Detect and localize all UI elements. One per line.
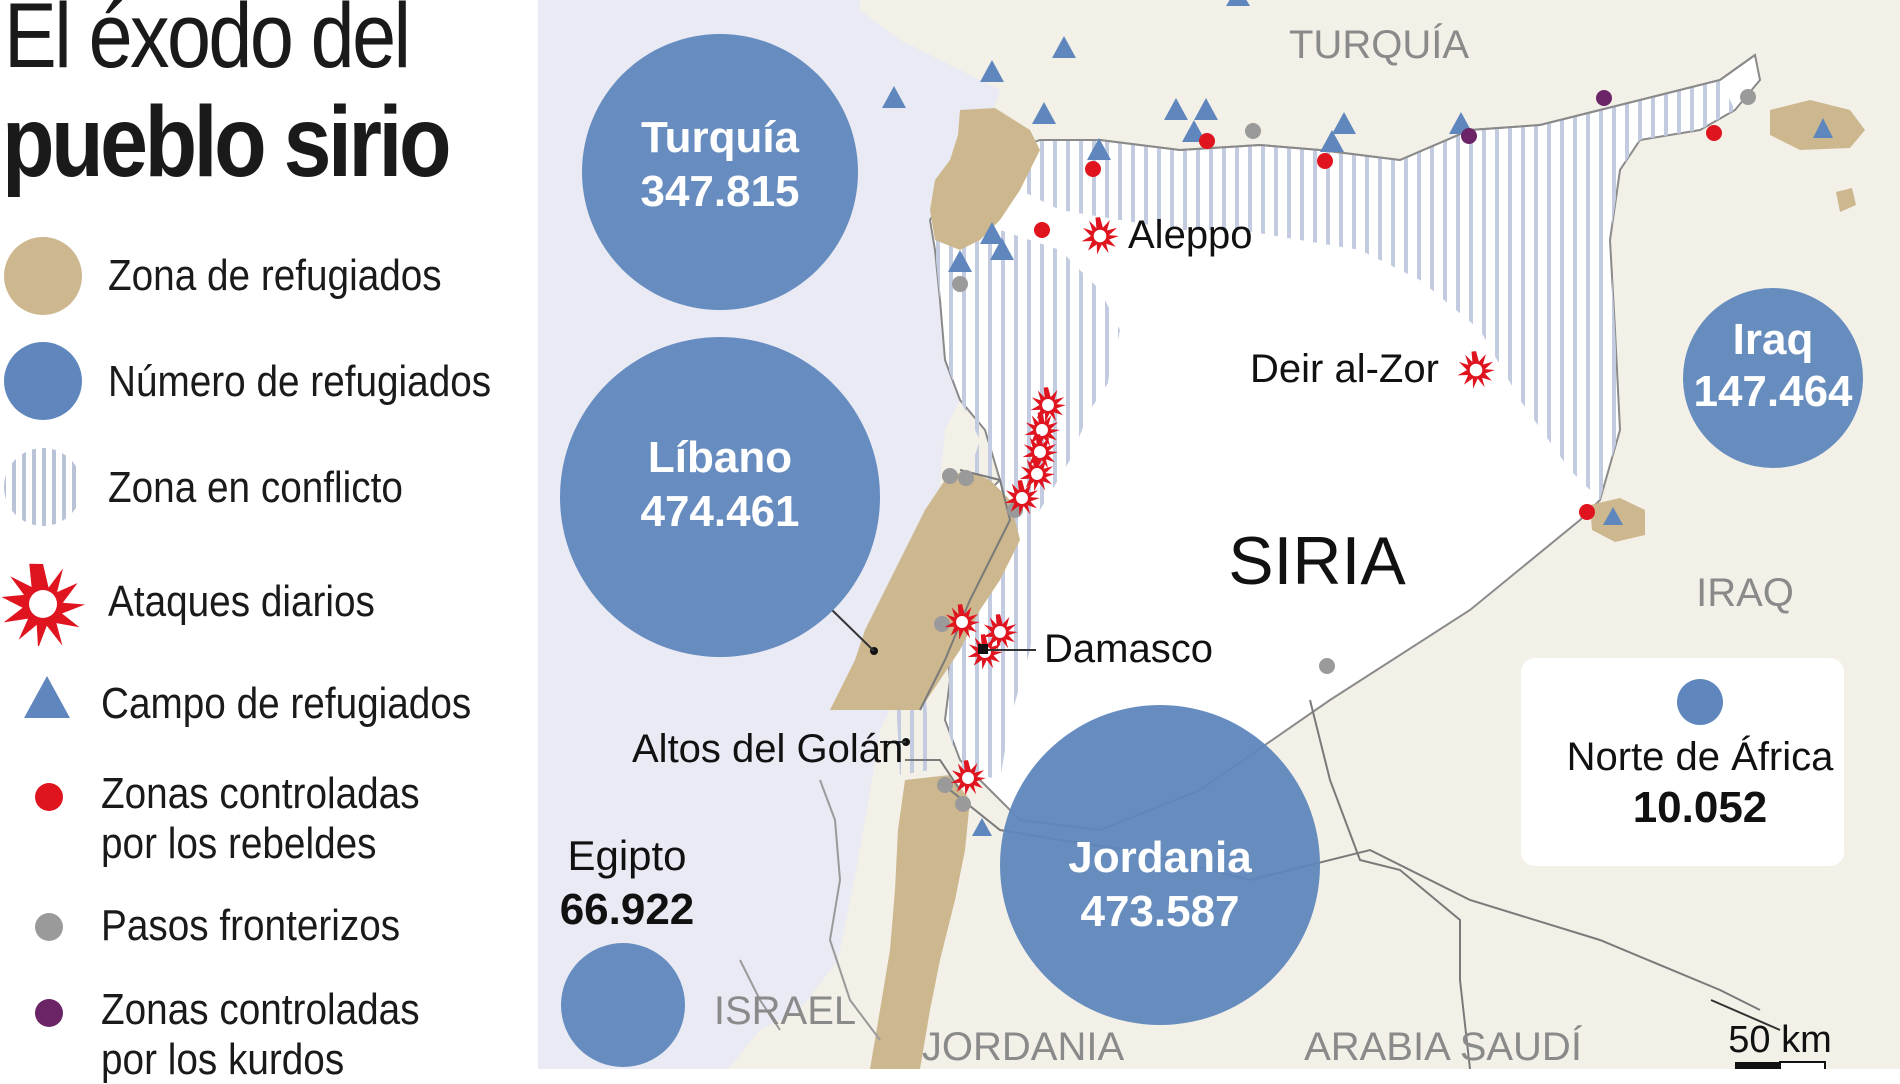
legend-item-refugee-zone: Zona de refugiados (0, 236, 538, 316)
label-arabia-saudi: ARABIA SAUDÍ (1304, 1024, 1583, 1069)
label-damasco: Damasco (1044, 627, 1213, 671)
bubble-turquia-count: 347.815 (640, 167, 799, 216)
legend-label-daily-attacks: Ataques diarios (108, 577, 375, 626)
legend-label-kurd-zones-line2: por los kurdos (101, 1035, 345, 1084)
turkey-syria-border (1040, 54, 1756, 162)
label-siria: SIRIA (1228, 523, 1406, 599)
label-deir-al-zor: Deir al-Zor (1250, 347, 1439, 391)
bubble-jordania-name: Jordania (1068, 833, 1252, 882)
refugee-bubble-swatch-icon (4, 342, 82, 420)
refugee-camp-triangle-icon (24, 676, 70, 718)
conflict-zone-north (1020, 80, 1735, 500)
legend-item-refugee-count: Número de refugiados (0, 340, 538, 424)
bubble-iraq-count: 147.464 (1693, 367, 1853, 416)
bubble-libano-count: 474.461 (640, 487, 799, 536)
legend-item-rebel-zones: Zonas controladas por los rebeldes (0, 770, 538, 870)
page-title-line1: El éxodo del (4, 0, 411, 87)
legend-item-conflict-zone: Zona en conflicto (0, 446, 538, 530)
bubble-libano (560, 337, 880, 657)
refugee-zone-iraq-north (1770, 100, 1865, 150)
bubble-egipto-name: Egipto (567, 832, 686, 879)
scale-label: 50 km (1728, 1019, 1831, 1061)
norte-africa-name: Norte de África (1567, 734, 1835, 779)
bubble-jordania (1000, 705, 1320, 1025)
golan-border (905, 759, 961, 791)
refugee-camps (882, 0, 1833, 836)
refugee-zone-jordan-valley (870, 775, 970, 1069)
legend-label-refugee-camp: Campo de refugiados (101, 679, 472, 728)
saudi-jordan-border (1309, 699, 1471, 1069)
bubble-egipto-count: 66.922 (560, 885, 695, 934)
rebel-zones (1034, 125, 1722, 520)
bubble-libano-name: Líbano (648, 433, 792, 482)
rebel-dot-icon (35, 783, 63, 811)
label-jordania: JORDANIA (922, 1025, 1125, 1069)
conflict-zone-inner-blank (1100, 250, 1560, 620)
legend-item-refugee-camp: Campo de refugiados (0, 670, 538, 740)
bubble-turquia (582, 34, 858, 310)
refugee-zone-swatch-icon (4, 237, 82, 315)
bubble-norte-africa (1677, 679, 1723, 725)
legend-label-rebel-zones-line1: Zonas controladas (101, 769, 420, 818)
legend-panel: El éxodo del pueblo sirio Zona de refugi… (0, 0, 538, 1084)
label-israel: ISRAEL (714, 989, 856, 1033)
norte-africa-count: 10.052 (1633, 783, 1768, 832)
label-aleppo: Aleppo (1128, 213, 1253, 257)
legend-label-conflict-zone: Zona en conflicto (108, 463, 403, 512)
kurd-dot-icon (35, 999, 63, 1027)
legend-item-kurd-zones: Zonas controladas por los kurdos (0, 985, 538, 1084)
label-altos-del-golan: Altos del Golán (632, 727, 903, 771)
israel-border (819, 779, 881, 1041)
legend-label-border-crossings: Pasos fronterizos (101, 901, 401, 950)
damasco-marker (978, 644, 988, 654)
egypt-border (739, 959, 781, 1031)
border-crossings (934, 89, 1756, 812)
conflict-zone-swatch-icon (4, 448, 82, 526)
bubble-egipto (561, 943, 685, 1067)
map-area: TURQUÍA SIRIA IRAQ ISRAEL JORDANIA ARABI… (538, 0, 1900, 1069)
syria-refugee-map: TURQUÍA SIRIA IRAQ ISRAEL JORDANIA ARABI… (538, 0, 1900, 1069)
norte-africa-box (1521, 658, 1844, 866)
bubble-jordania-count: 473.587 (1080, 887, 1239, 936)
legend-label-refugee-zone: Zona de refugiados (108, 251, 442, 300)
lebanon-border (919, 469, 1012, 711)
label-turquia: TURQUÍA (1289, 22, 1469, 67)
legend-label-kurd-zones-line1: Zonas controladas (101, 985, 420, 1034)
attack-burst-icon (1, 563, 85, 646)
label-iraq: IRAQ (1696, 571, 1794, 615)
border-crossing-dot-icon (35, 913, 63, 941)
bubble-iraq-name: Iraq (1733, 315, 1814, 364)
legend-item-daily-attacks: Ataques diarios (0, 560, 538, 646)
legend-item-border-crossings: Pasos fronterizos (0, 900, 538, 960)
scale-bar (1735, 1061, 1826, 1069)
kurd-zones (1461, 90, 1612, 144)
bubble-iraq (1683, 288, 1863, 468)
legend-label-rebel-zones-line2: por los rebeldes (101, 819, 377, 868)
refugee-zone-iraq-islet (1836, 188, 1856, 212)
refugee-zone-hatay (930, 108, 1040, 250)
bubble-turquia-name: Turquía (641, 113, 800, 162)
legend-label-refugee-count: Número de refugiados (108, 357, 492, 406)
page-title-line2: pueblo sirio (2, 86, 452, 198)
